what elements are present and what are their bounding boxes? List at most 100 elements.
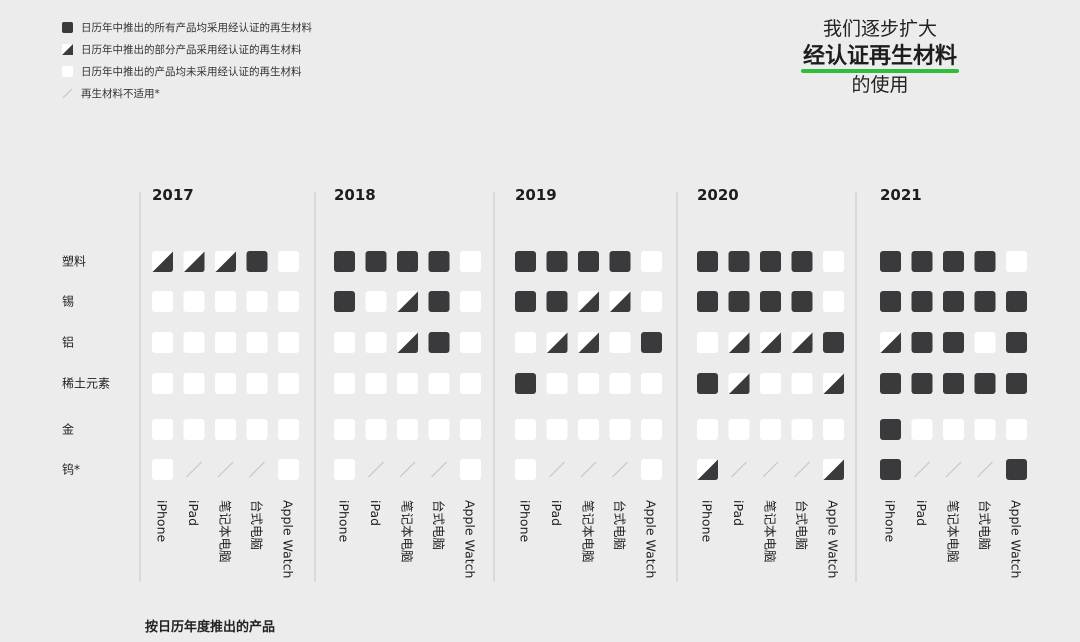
material-label: 钨*: [62, 462, 80, 477]
cell-some-recycled-fill: [760, 332, 781, 353]
cell-no-recycled: [460, 419, 481, 440]
empty-square-icon: [62, 65, 73, 77]
product-label: Apple Watch: [463, 500, 478, 578]
cell-no-recycled: [428, 419, 450, 440]
cell-all-recycled: [515, 291, 536, 312]
cell-no-recycled: [823, 291, 844, 312]
cell-all-recycled: [943, 251, 964, 272]
cell-some-recycled-fill: [152, 251, 173, 272]
product-label: 笔记本电脑: [581, 500, 596, 563]
cell-no-recycled: [365, 332, 387, 353]
cell-no-recycled: [278, 419, 299, 440]
cell-not-applicable: [580, 461, 597, 478]
cell-no-recycled: [246, 291, 268, 312]
year-label: 2021: [880, 186, 922, 204]
cell-not-applicable: [612, 461, 628, 478]
cell-some-recycled-fill: [697, 459, 718, 480]
cell-all-recycled: [823, 332, 844, 353]
cell-no-recycled: [152, 332, 173, 353]
cell-all-recycled: [911, 251, 933, 272]
product-label: Apple Watch: [826, 500, 841, 578]
cell-some-recycled-fill: [397, 291, 418, 312]
cell-no-recycled: [974, 332, 996, 353]
product-label: iPad: [186, 500, 201, 526]
legend-item-all: 日历年中推出的所有产品均采用经认证的再生材料: [62, 16, 312, 38]
cell-all-recycled: [1006, 459, 1027, 480]
headline: 我们逐步扩大 经认证再生材料 的使用: [760, 16, 1000, 98]
cell-no-recycled: [334, 459, 355, 480]
cell-all-recycled: [760, 251, 781, 272]
cell-no-recycled: [760, 419, 781, 440]
cell-no-recycled: [641, 373, 662, 394]
cell-no-recycled: [152, 291, 173, 312]
cell-all-recycled: [974, 251, 996, 272]
product-label: Apple Watch: [281, 500, 296, 578]
cell-no-recycled: [215, 419, 236, 440]
half-filled-square-icon: [62, 43, 73, 55]
product-label: 笔记本电脑: [218, 500, 233, 563]
cell-some-recycled-fill: [823, 459, 844, 480]
material-label: 铝: [62, 335, 74, 350]
cell-no-recycled: [460, 251, 481, 272]
product-label: iPad: [549, 500, 564, 526]
cell-all-recycled: [246, 251, 268, 272]
cell-all-recycled: [428, 291, 450, 312]
cell-all-recycled: [791, 251, 813, 272]
cell-no-recycled: [215, 373, 236, 394]
cell-not-applicable: [945, 461, 962, 478]
cell-all-recycled: [974, 373, 996, 394]
cell-no-recycled: [246, 373, 268, 394]
cell-no-recycled: [578, 373, 599, 394]
cell-all-recycled: [697, 373, 718, 394]
cell-all-recycled: [334, 291, 355, 312]
cell-all-recycled: [697, 251, 718, 272]
product-label: iPad: [914, 500, 929, 526]
cell-all-recycled: [911, 373, 933, 394]
cell-not-applicable: [731, 461, 747, 478]
cell-all-recycled: [515, 251, 536, 272]
cell-all-recycled: [1006, 373, 1027, 394]
cell-not-applicable: [794, 461, 810, 478]
cell-no-recycled: [365, 291, 387, 312]
cell-not-applicable: [431, 461, 447, 478]
product-label: iPhone: [155, 500, 170, 543]
cell-no-recycled: [183, 419, 205, 440]
cell-some-recycled-fill: [610, 291, 631, 312]
material-label: 金: [62, 422, 74, 437]
product-label: iPad: [368, 500, 383, 526]
cell-some-recycled-fill: [823, 373, 844, 394]
cell-all-recycled: [911, 332, 933, 353]
cell-no-recycled: [183, 291, 205, 312]
cell-no-recycled: [546, 419, 568, 440]
cell-all-recycled: [880, 373, 901, 394]
cell-some-recycled-fill: [880, 332, 901, 353]
cell-all-recycled: [943, 332, 964, 353]
product-label: 台式电脑: [794, 500, 809, 550]
cell-all-recycled: [791, 291, 813, 312]
cell-no-recycled: [578, 419, 599, 440]
cell-all-recycled: [728, 251, 750, 272]
cell-no-recycled: [278, 251, 299, 272]
cell-no-recycled: [334, 332, 355, 353]
cell-not-applicable: [399, 461, 416, 478]
legend-label-some: 日历年中推出的部分产品采用经认证的再生材料: [81, 43, 302, 56]
cell-no-recycled: [460, 332, 481, 353]
cell-no-recycled: [365, 373, 387, 394]
cell-all-recycled: [880, 291, 901, 312]
cell-some-recycled-fill: [397, 332, 418, 353]
cell-some-recycled-fill: [792, 332, 813, 353]
cell-no-recycled: [1006, 419, 1027, 440]
cell-no-recycled: [609, 419, 631, 440]
cell-no-recycled: [641, 459, 662, 480]
cell-all-recycled: [760, 291, 781, 312]
cell-no-recycled: [460, 373, 481, 394]
cell-no-recycled: [334, 373, 355, 394]
cell-no-recycled: [641, 251, 662, 272]
product-label: 台式电脑: [249, 500, 264, 550]
headline-line3: 的使用: [851, 74, 909, 96]
cell-no-recycled: [215, 291, 236, 312]
cell-not-applicable: [217, 461, 234, 478]
cell-no-recycled: [1006, 251, 1027, 272]
cell-no-recycled: [278, 459, 299, 480]
